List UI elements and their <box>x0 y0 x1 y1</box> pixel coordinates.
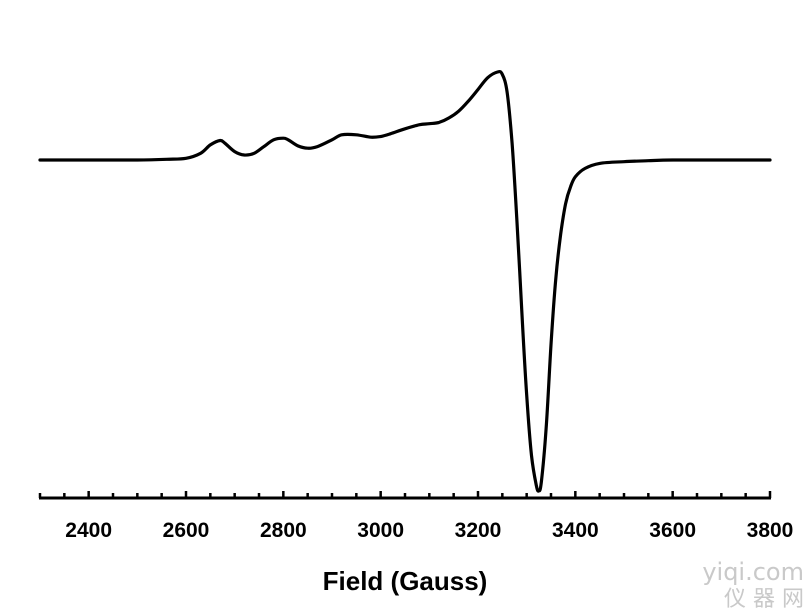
x-axis-title: Field (Gauss) <box>323 566 488 596</box>
x-tick-label: 3200 <box>455 519 502 542</box>
watermark-logo-text: yiqi.com <box>702 558 804 586</box>
x-tick-label: 3600 <box>649 519 696 542</box>
watermark-logo-cjk: 仪 器 网 <box>724 587 804 608</box>
x-tick-label: 3400 <box>552 519 599 542</box>
x-tick-label: 2800 <box>260 519 307 542</box>
x-axis: 2400 2600 2800 3000 3200 3400 3600 3800 <box>38 491 794 542</box>
x-tick-label: 2600 <box>163 519 210 542</box>
x-tick-label: 3800 <box>747 519 794 542</box>
x-tick-label: 3000 <box>357 519 404 542</box>
x-tick-label: 2400 <box>65 519 112 542</box>
plot-area <box>38 69 772 493</box>
spectrum-line <box>38 69 772 493</box>
